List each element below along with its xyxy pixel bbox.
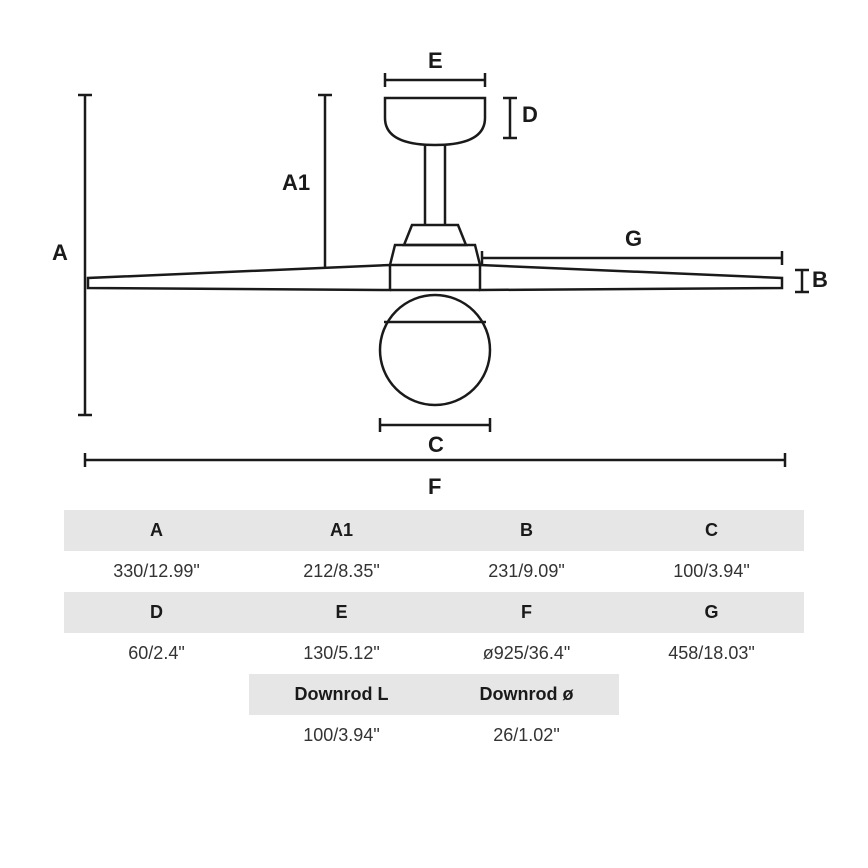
td-A: 330/12.99" (64, 551, 249, 592)
fan-svg (50, 40, 818, 470)
th-D: D (64, 592, 249, 633)
td-C: 100/3.94" (619, 551, 804, 592)
td-A1: 212/8.35" (249, 551, 434, 592)
dimensions-table-1: A A1 B C 330/12.99" 212/8.35" 231/9.09" … (64, 510, 804, 592)
td-B: 231/9.09" (434, 551, 619, 592)
th-G: G (619, 592, 804, 633)
dimensions-tables: A A1 B C 330/12.99" 212/8.35" 231/9.09" … (64, 510, 804, 756)
page-container: A A1 E D G B C F A A1 B C 330/12.99" 212… (0, 0, 868, 868)
label-G: G (625, 226, 642, 252)
label-B: B (812, 267, 828, 293)
label-A: A (52, 240, 68, 266)
td-downrod-d: 26/1.02" (434, 715, 619, 756)
label-E: E (428, 48, 443, 74)
label-D: D (522, 102, 538, 128)
th-A1: A1 (249, 510, 434, 551)
fan-diagram: A A1 E D G B C F (50, 40, 818, 470)
td-E: 130/5.12" (249, 633, 434, 674)
td-G: 458/18.03" (619, 633, 804, 674)
th-F: F (434, 592, 619, 633)
td-F: ø925/36.4" (434, 633, 619, 674)
th-C: C (619, 510, 804, 551)
th-downrod-d: Downrod ø (434, 674, 619, 715)
th-A: A (64, 510, 249, 551)
label-C: C (428, 432, 444, 458)
th-E: E (249, 592, 434, 633)
dimensions-table-3: Downrod L Downrod ø 100/3.94" 26/1.02" (249, 674, 619, 756)
label-F: F (428, 474, 441, 500)
td-D: 60/2.4" (64, 633, 249, 674)
th-downrod-l: Downrod L (249, 674, 434, 715)
td-downrod-l: 100/3.94" (249, 715, 434, 756)
th-B: B (434, 510, 619, 551)
label-A1: A1 (282, 170, 310, 196)
dimensions-table-2: D E F G 60/2.4" 130/5.12" ø925/36.4" 458… (64, 592, 804, 674)
